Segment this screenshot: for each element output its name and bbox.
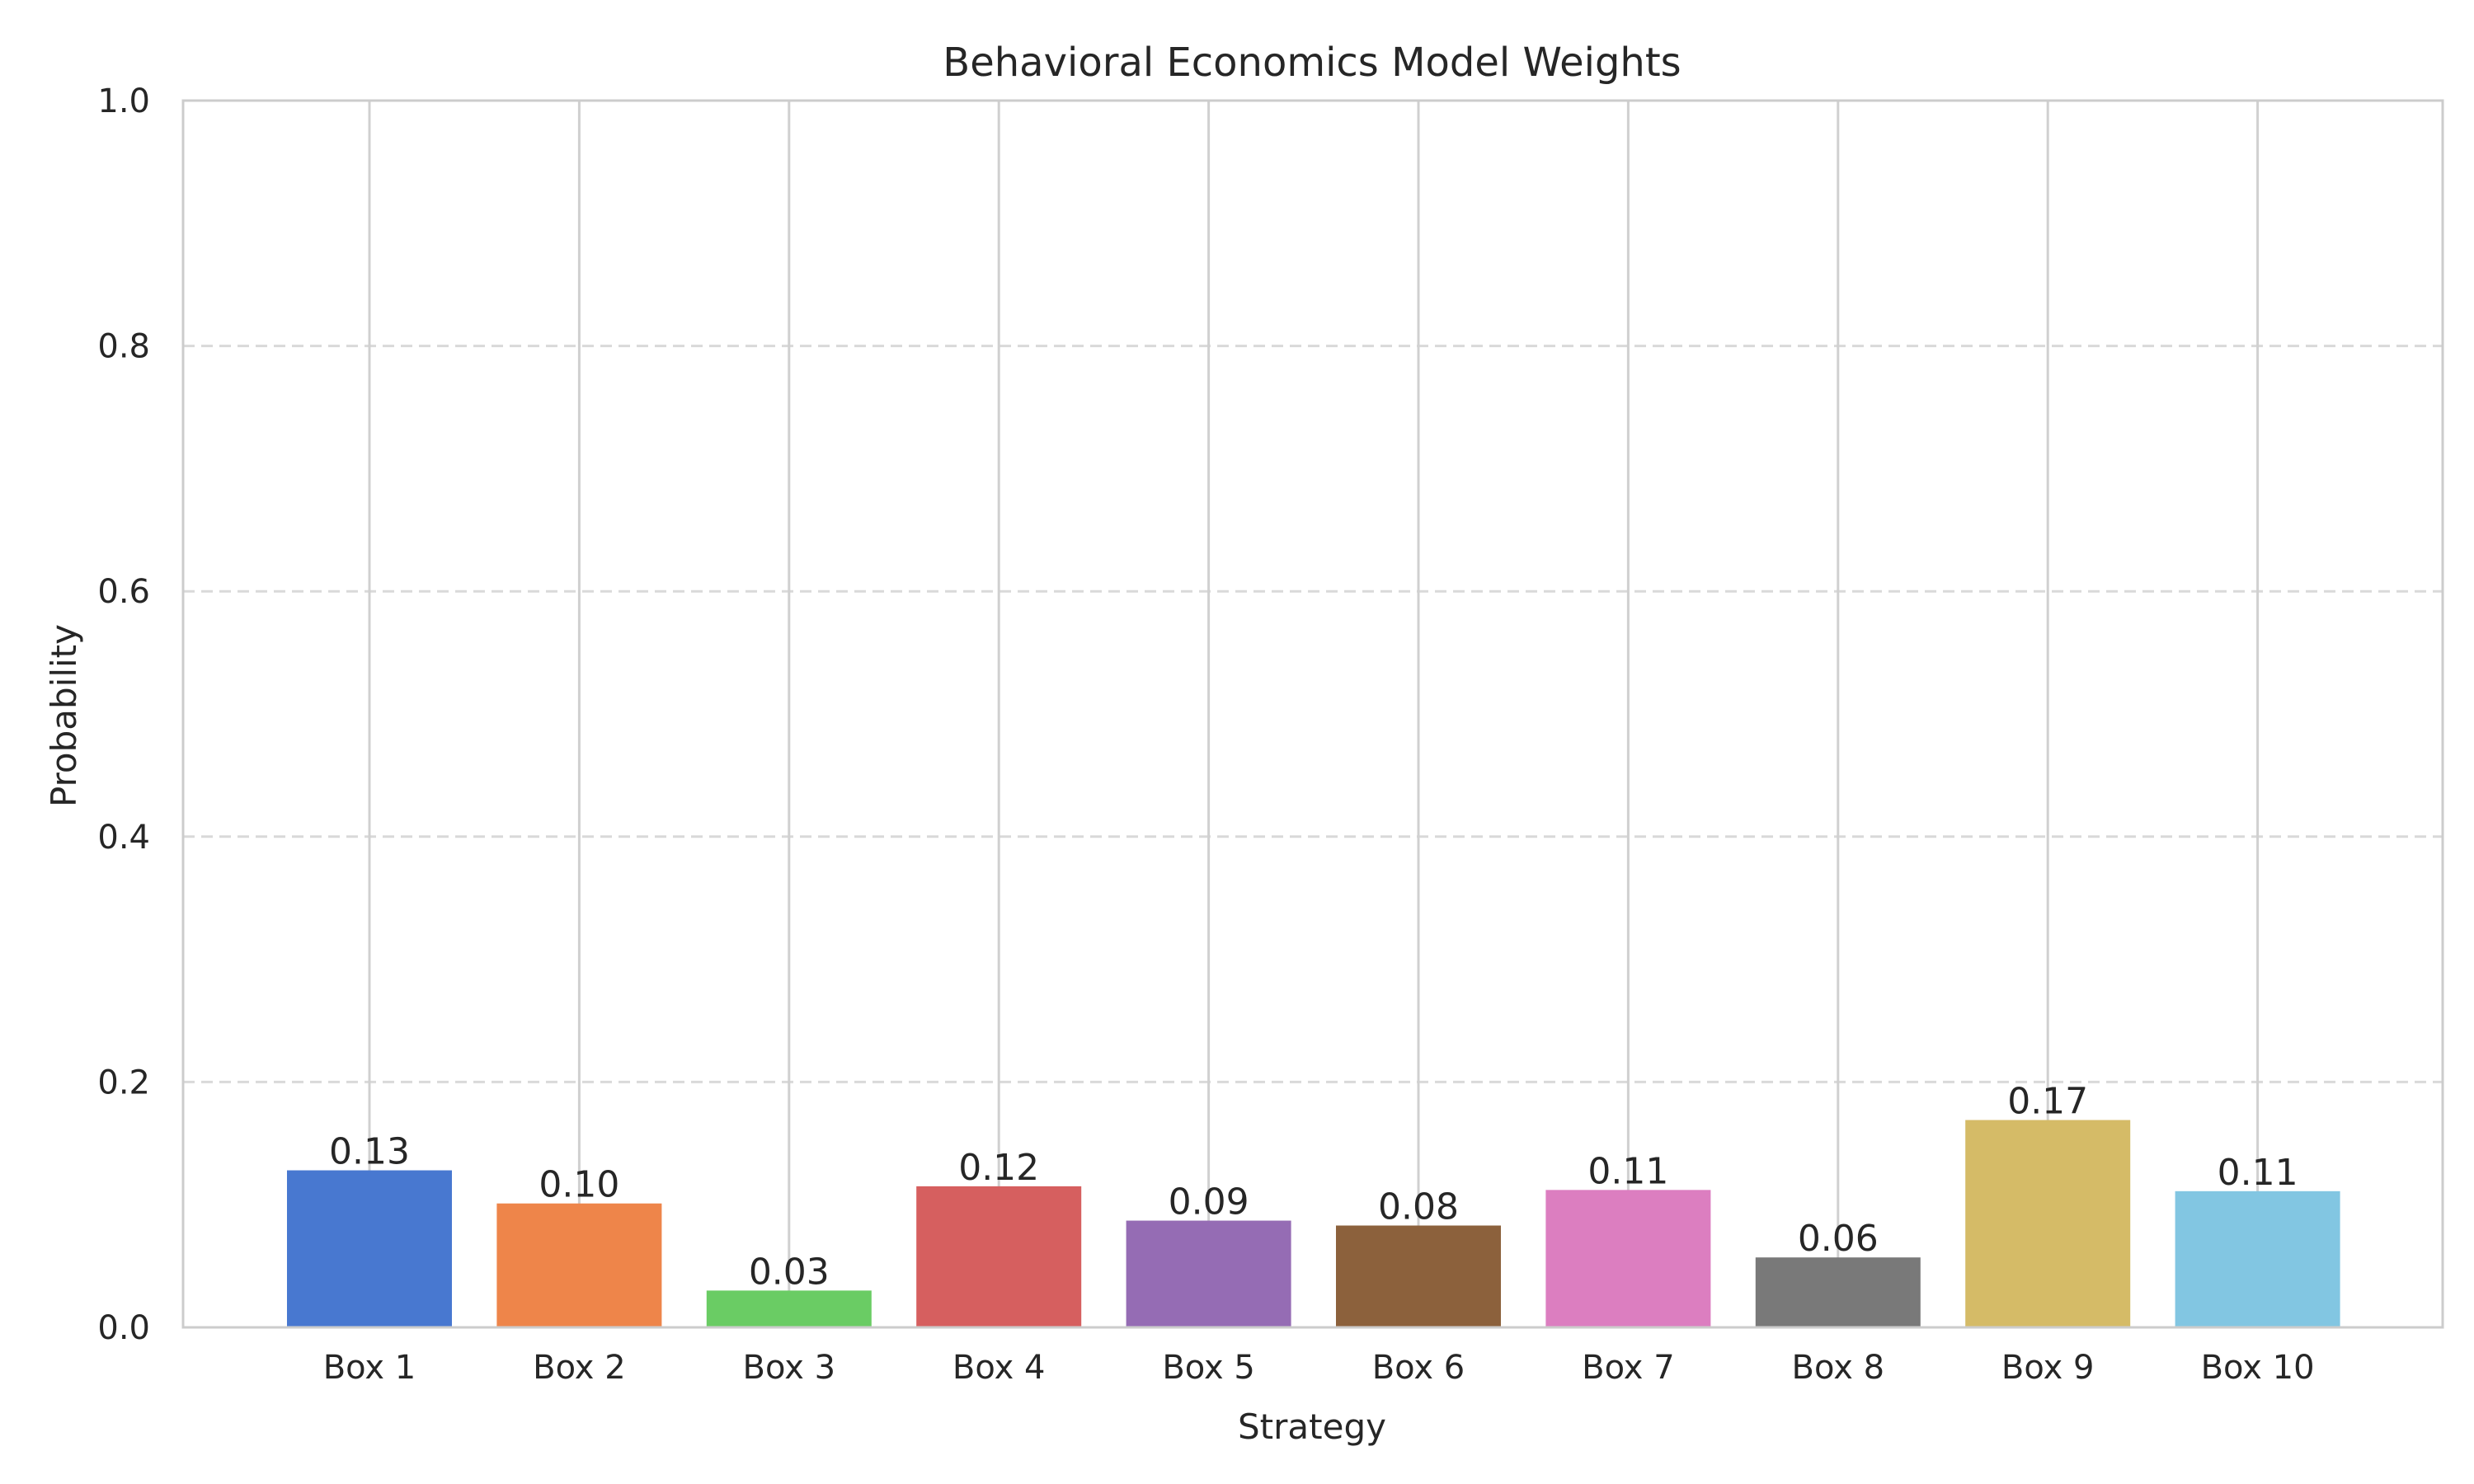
y-tick-label: 0.4 xyxy=(97,819,150,857)
bar-value-label: 0.09 xyxy=(1169,1181,1249,1223)
bar xyxy=(1336,1225,1501,1327)
bar xyxy=(706,1290,872,1327)
bar-value-label: 0.17 xyxy=(2007,1081,2088,1123)
x-tick-label: Box 5 xyxy=(1162,1349,1255,1387)
y-tick-label: 0.8 xyxy=(97,328,150,366)
y-tick-label: 0.2 xyxy=(97,1064,150,1101)
x-tick-label: Box 3 xyxy=(743,1349,836,1387)
grid xyxy=(183,101,2443,1327)
x-tick-label: Box 8 xyxy=(1792,1349,1885,1387)
x-tick-label: Box 6 xyxy=(1372,1349,1465,1387)
bar xyxy=(496,1203,662,1327)
bar-labels: 0.13 0.10 0.03 0.12 0.09 0.08 0.11 0.06 0.17 0.11 xyxy=(329,1081,2298,1294)
x-axis-label: Strategy xyxy=(1238,1407,1386,1447)
bars xyxy=(287,1120,2340,1327)
x-tick-label: Box 2 xyxy=(533,1349,626,1387)
bar xyxy=(1126,1220,1291,1327)
bar xyxy=(1965,1120,2131,1327)
x-tick-label: Box 10 xyxy=(2201,1349,2315,1387)
bar-value-label: 0.03 xyxy=(749,1251,830,1293)
y-tick-label: 0.0 xyxy=(97,1309,150,1347)
x-tick-label: Box 9 xyxy=(2001,1349,2095,1387)
y-tick-label: 0.6 xyxy=(97,573,150,611)
bar-value-label: 0.10 xyxy=(539,1164,619,1206)
bar-value-label: 0.06 xyxy=(1798,1218,1879,1260)
y-axis-ticks: 0.0 0.2 0.4 0.6 0.8 1.0 xyxy=(97,82,150,1347)
y-tick-label: 1.0 xyxy=(97,82,150,120)
x-tick-label: Box 7 xyxy=(1582,1349,1675,1387)
plot-frame xyxy=(181,99,2444,1329)
x-axis-ticks: Box 1 Box 2 Box 3 Box 4 Box 5 Box 6 Box 7 Box 8… xyxy=(323,1349,2315,1387)
bar-value-label: 0.11 xyxy=(2218,1152,2298,1194)
bar xyxy=(1755,1257,1921,1327)
bar xyxy=(287,1170,452,1327)
bar xyxy=(1545,1190,1711,1327)
bar xyxy=(916,1186,1082,1327)
bar-value-label: 0.13 xyxy=(329,1131,410,1173)
chart-title: Behavioral Economics Model Weights xyxy=(943,40,1681,86)
bar-value-label: 0.11 xyxy=(1587,1150,1668,1192)
y-axis-label: Probability xyxy=(44,624,84,807)
x-tick-label: Box 4 xyxy=(952,1349,1046,1387)
bar-value-label: 0.12 xyxy=(958,1147,1039,1189)
x-tick-label: Box 1 xyxy=(323,1349,416,1387)
bar xyxy=(2175,1190,2340,1327)
bar-value-label: 0.08 xyxy=(1378,1186,1459,1228)
